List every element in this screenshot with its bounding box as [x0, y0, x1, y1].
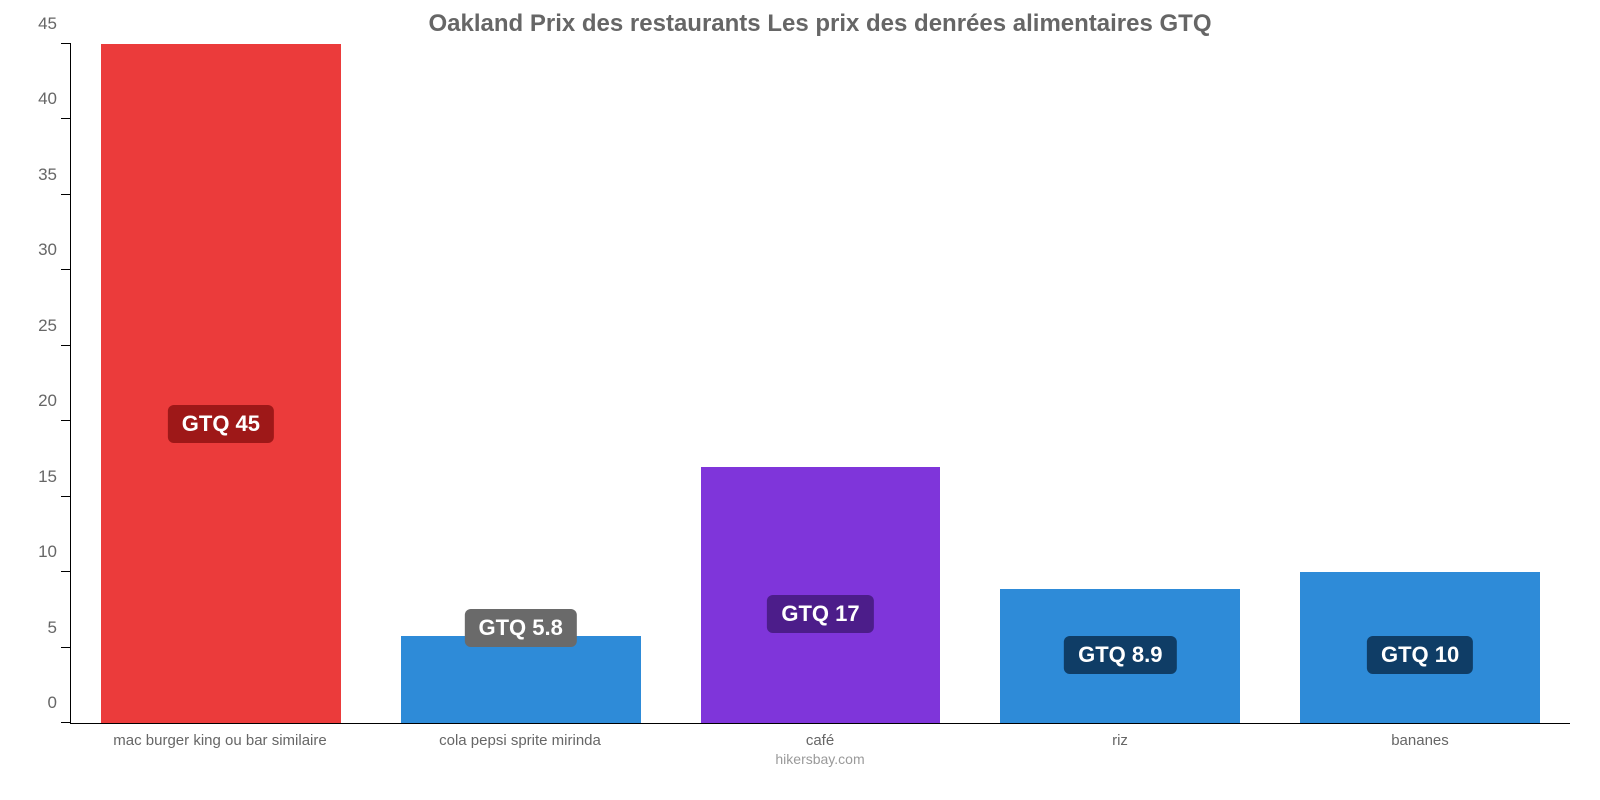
y-tick-label: 45 [38, 14, 57, 34]
y-tick [61, 194, 71, 195]
y-tick-label: 25 [38, 316, 57, 336]
value-badge: GTQ 8.9 [1064, 636, 1176, 674]
y-tick-label: 20 [38, 391, 57, 411]
value-badge: GTQ 10 [1367, 636, 1473, 674]
y-tick [61, 571, 71, 572]
x-axis-label: café [670, 732, 970, 749]
y-tick [61, 647, 71, 648]
chart-title: Oakland Prix des restaurants Les prix de… [70, 10, 1570, 38]
y-tick-label: 0 [48, 693, 57, 713]
value-badge: GTQ 17 [767, 595, 873, 633]
value-badge: GTQ 5.8 [465, 609, 577, 647]
bar [401, 636, 641, 724]
y-tick-label: 5 [48, 618, 57, 638]
bar-slot: GTQ 45 [71, 44, 371, 723]
price-bar-chart: Oakland Prix des restaurants Les prix de… [0, 0, 1600, 800]
x-axis-label: riz [970, 732, 1270, 749]
y-tick-label: 30 [38, 240, 57, 260]
bar-slot: GTQ 10 [1270, 44, 1570, 723]
bar-slot: GTQ 17 [671, 44, 971, 723]
bars-container: GTQ 45 GTQ 5.8 GTQ 17 GTQ 8.9 GTQ 10 [71, 44, 1570, 723]
y-tick [61, 345, 71, 346]
y-tick-label: 15 [38, 467, 57, 487]
y-tick-label: 40 [38, 89, 57, 109]
y-tick [61, 43, 71, 44]
x-axis-labels: mac burger king ou bar similairecola pep… [70, 732, 1570, 749]
y-tick [61, 269, 71, 270]
value-badge: GTQ 45 [168, 405, 274, 443]
y-tick-label: 10 [38, 542, 57, 562]
bar [101, 44, 341, 723]
bar-slot: GTQ 5.8 [371, 44, 671, 723]
x-axis-label: bananes [1270, 732, 1570, 749]
attribution-text: hikersbay.com [70, 751, 1570, 767]
y-tick-label: 35 [38, 165, 57, 185]
x-axis-label: mac burger king ou bar similaire [70, 732, 370, 749]
x-axis-label: cola pepsi sprite mirinda [370, 732, 670, 749]
y-tick [61, 118, 71, 119]
plot-area: GTQ 45GTQ 5.8GTQ 17GTQ 8.9GTQ 10 0510152… [70, 44, 1570, 724]
y-tick [61, 722, 71, 723]
y-tick [61, 420, 71, 421]
bar-slot: GTQ 8.9 [970, 44, 1270, 723]
y-tick [61, 496, 71, 497]
